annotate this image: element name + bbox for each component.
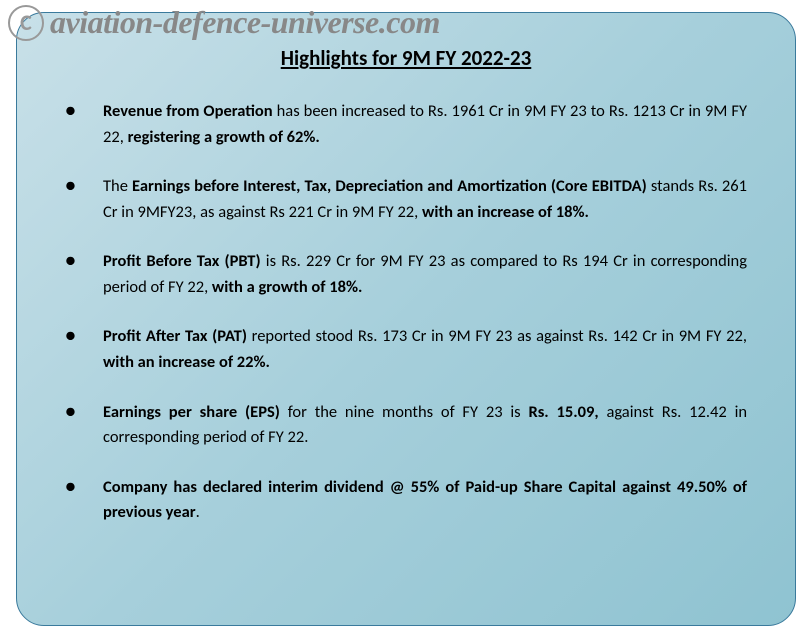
bullet-text: Profit After Tax (PAT) reported stood Rs… — [103, 324, 747, 375]
bullet-icon: ● — [65, 475, 103, 526]
list-item: ● The Earnings before Interest, Tax, Dep… — [65, 174, 747, 225]
bullet-icon: ● — [65, 400, 103, 451]
bullet-text: Earnings per share (EPS) for the nine mo… — [103, 400, 747, 451]
list-item: ● Earnings per share (EPS) for the nine … — [65, 400, 747, 451]
highlights-list: ● Revenue from Operation has been increa… — [65, 99, 747, 526]
bullet-text: Company has declared interim dividend @ … — [103, 475, 747, 526]
bullet-icon: ● — [65, 99, 103, 150]
page-title: Highlights for 9M FY 2022-23 — [65, 45, 747, 71]
bullet-icon: ● — [65, 174, 103, 225]
bullet-text: Profit Before Tax (PBT) is Rs. 229 Cr fo… — [103, 249, 747, 300]
bullet-icon: ● — [65, 324, 103, 375]
watermark-text: aviation-defence-universe.com — [50, 4, 440, 41]
bullet-text: The Earnings before Interest, Tax, Depre… — [103, 174, 747, 225]
watermark: C aviation-defence-universe.com — [8, 4, 440, 41]
copyright-symbol: C — [20, 9, 32, 36]
list-item: ● Revenue from Operation has been increa… — [65, 99, 747, 150]
list-item: ● Profit After Tax (PAT) reported stood … — [65, 324, 747, 375]
list-item: ● Profit Before Tax (PBT) is Rs. 229 Cr … — [65, 249, 747, 300]
highlights-box: Highlights for 9M FY 2022-23 ● Revenue f… — [16, 12, 796, 626]
list-item: ● Company has declared interim dividend … — [65, 475, 747, 526]
copyright-icon: C — [8, 5, 44, 41]
bullet-text: Revenue from Operation has been increase… — [103, 99, 747, 150]
bullet-icon: ● — [65, 249, 103, 300]
